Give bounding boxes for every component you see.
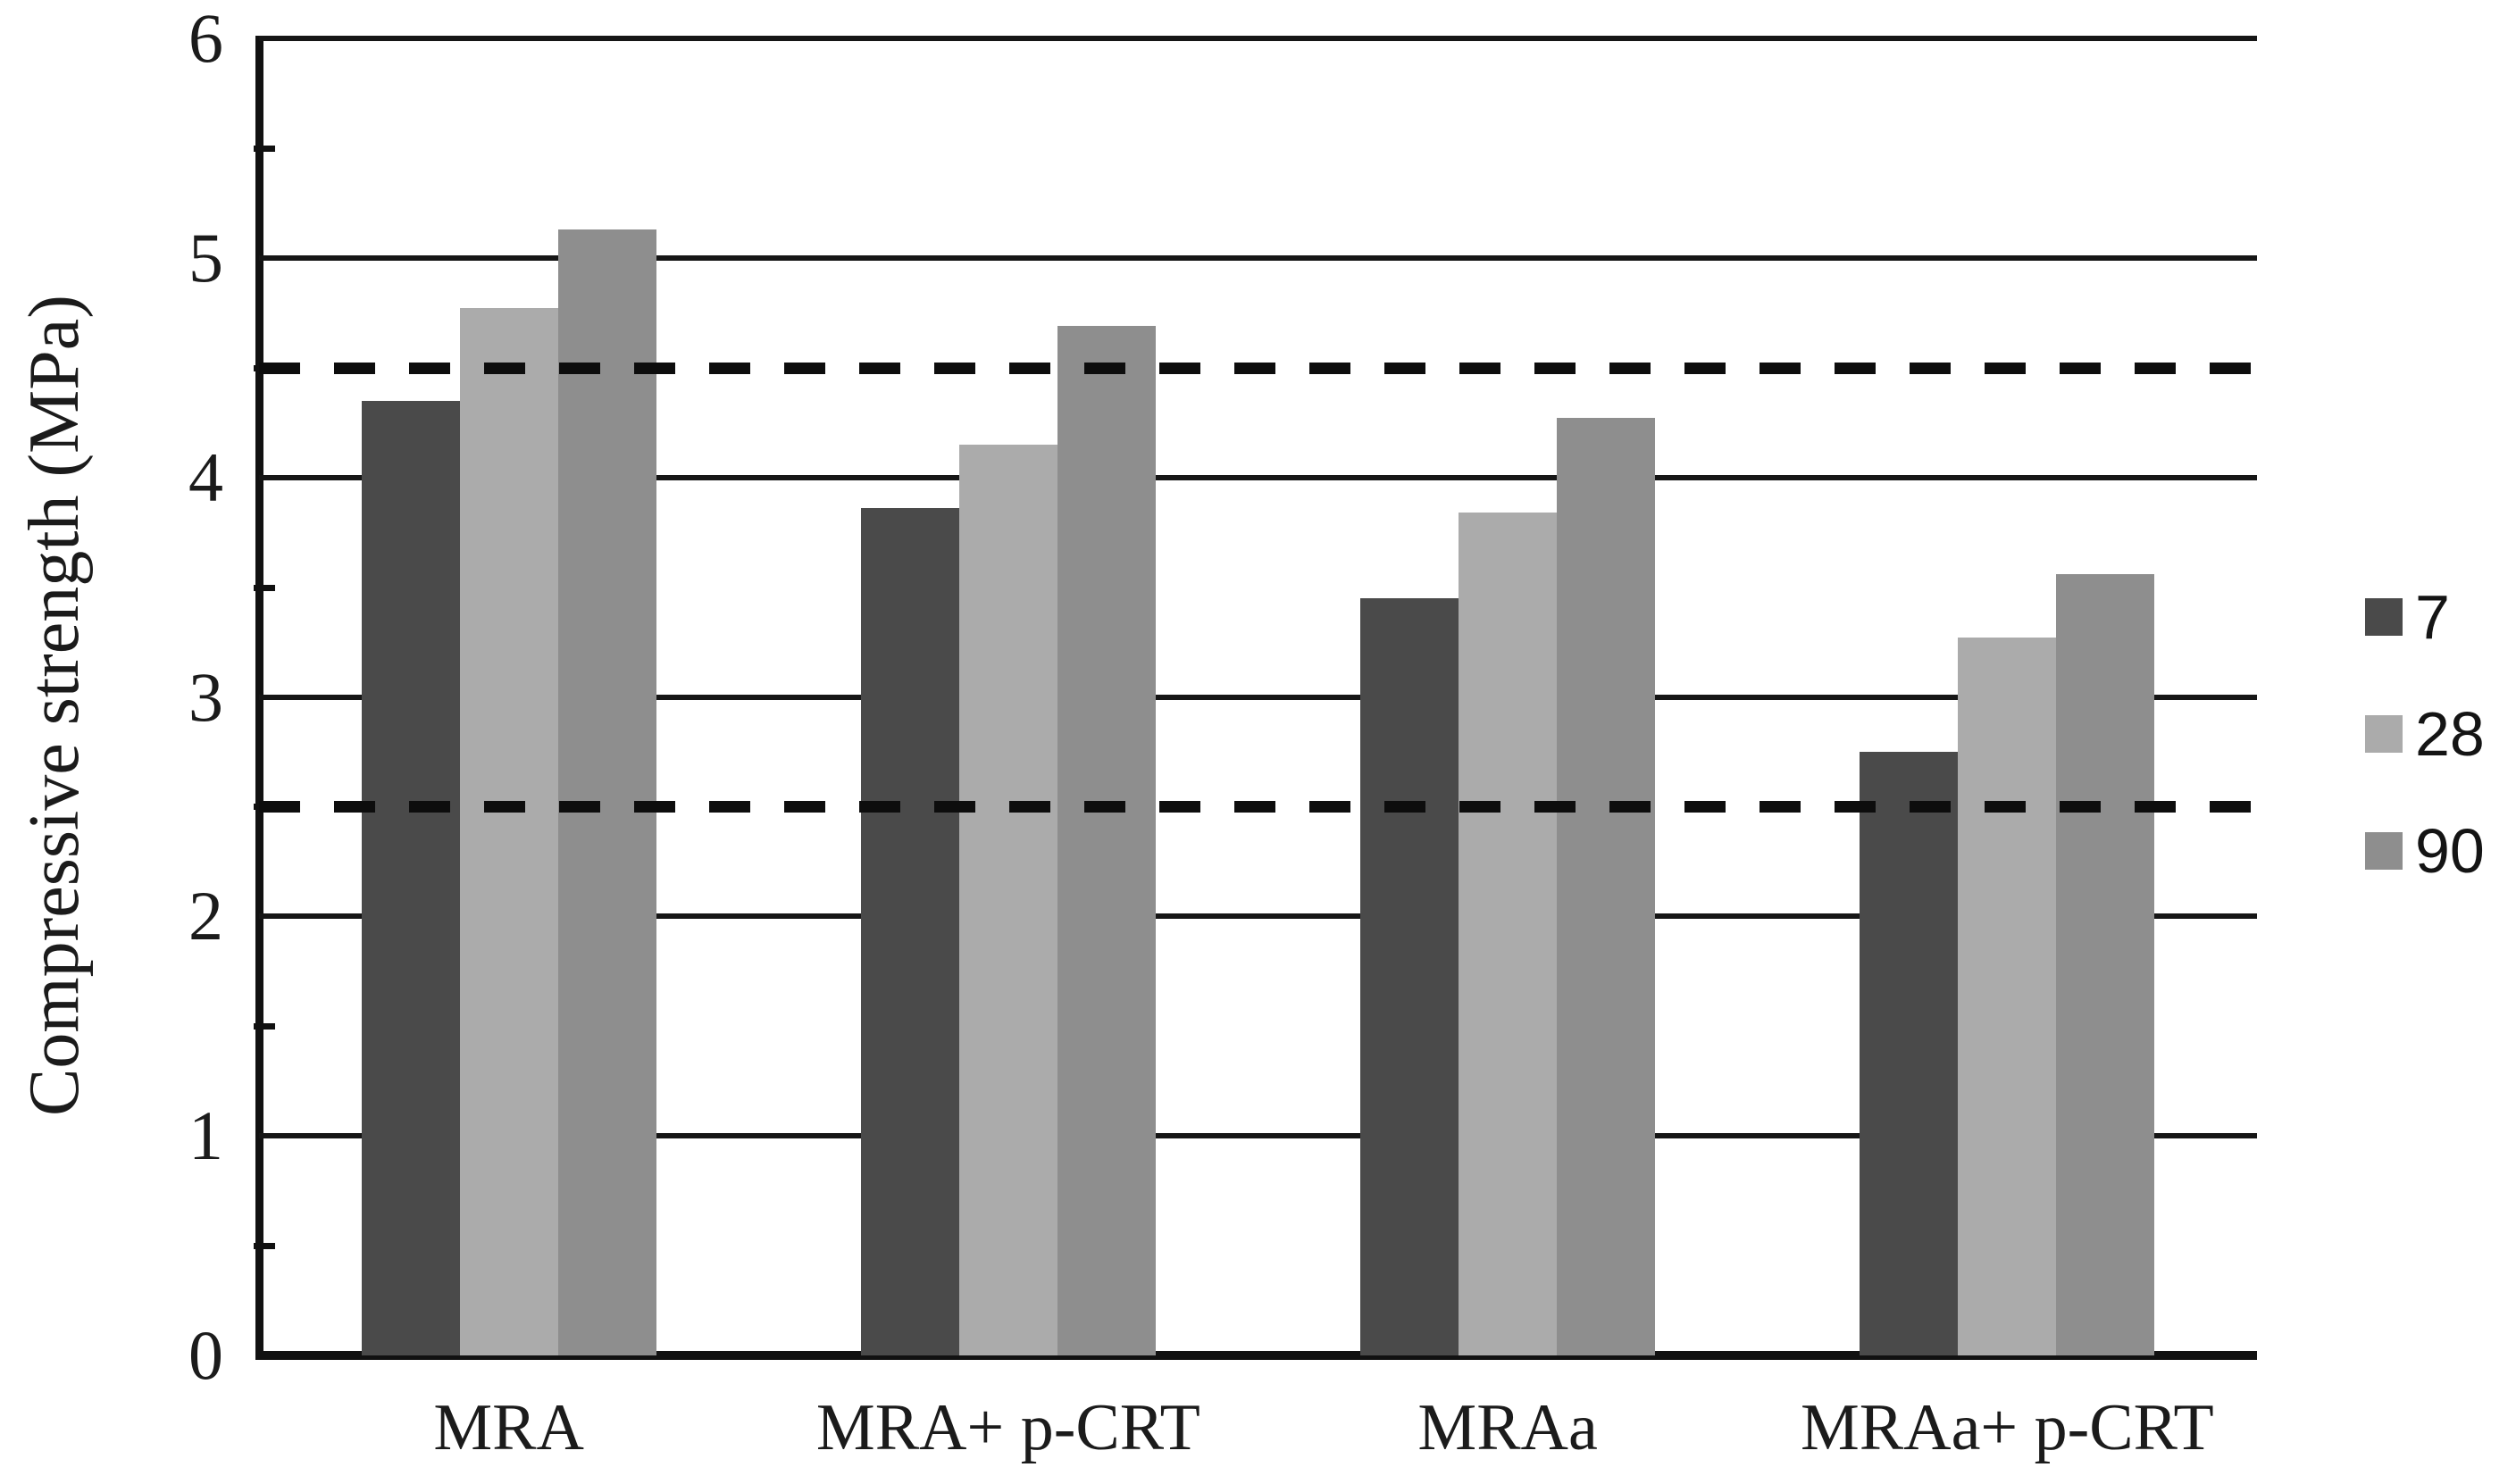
legend-swatch-28 (2365, 715, 2403, 753)
bar-MRA-28d (459, 308, 558, 1355)
bar-MRA-90d (557, 229, 656, 1355)
bar-MRAa-90d (1557, 418, 1656, 1355)
x-category-label: MRAa (1417, 1391, 1598, 1464)
gridline (259, 694, 2257, 700)
legend-label-90: 90 (2415, 816, 2485, 886)
gridline (259, 254, 2257, 261)
legend-label-28: 28 (2415, 699, 2485, 769)
gridline (259, 36, 2257, 41)
y-axis-tick-label: 1 (188, 1096, 223, 1175)
bar-MRAa+p-CRT-90d (2056, 573, 2155, 1355)
bar-MRA+p-CRT-7d (860, 508, 959, 1355)
legend-swatch-7 (2365, 598, 2403, 636)
x-category-label: MRA (433, 1391, 584, 1464)
y-axis-minor-tick (254, 1023, 275, 1030)
y-axis-tick-label: 6 (188, 0, 223, 77)
gridline (259, 913, 2257, 920)
y-axis-minor-tick (254, 145, 275, 152)
dashed-reference-line-2.5 (259, 801, 2257, 813)
y-axis-tick-label: 5 (188, 218, 223, 296)
bar-MRA+p-CRT-90d (1057, 326, 1156, 1355)
bar-MRAa-7d (1360, 597, 1459, 1355)
gridline (259, 474, 2257, 480)
bar-MRA-7d (361, 400, 460, 1355)
bar-MRAa-28d (1459, 513, 1558, 1355)
y-axis-minor-tick (254, 1243, 275, 1250)
x-axis-line (255, 1351, 2257, 1360)
x-category-label: MRAa+ p-CRT (1800, 1391, 2214, 1464)
dashed-reference-line-4.5 (259, 362, 2257, 374)
legend-label-7: 7 (2415, 582, 2450, 652)
y-axis-tick-label: 3 (188, 657, 223, 736)
legend-swatch-90 (2365, 832, 2403, 870)
y-axis-minor-tick (254, 584, 275, 591)
x-category-label: MRA+ p-CRT (815, 1391, 1200, 1464)
gridline (259, 1133, 2257, 1139)
bar-MRA+p-CRT-28d (958, 444, 1057, 1355)
y-axis-tick-label: 2 (188, 877, 223, 955)
y-axis-tick-label: 4 (188, 438, 223, 516)
y-axis-tick-label: 0 (188, 1316, 223, 1394)
bar-MRAa+p-CRT-7d (1860, 751, 1959, 1355)
bar-MRAa+p-CRT-28d (1958, 638, 2057, 1355)
